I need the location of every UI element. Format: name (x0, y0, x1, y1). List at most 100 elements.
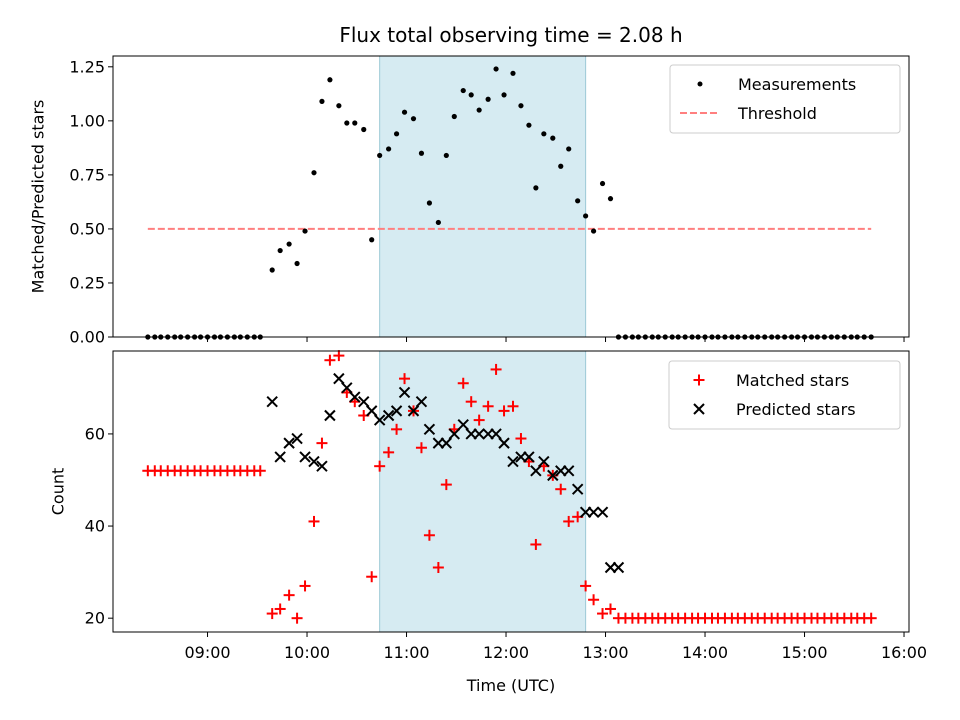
y-tick-label: 0.50 (69, 219, 105, 238)
x-tick-label: 09:00 (184, 643, 230, 662)
bottom-legend-box (668, 360, 901, 430)
matched-star-point (597, 608, 609, 620)
x-tick-label: 16:00 (881, 643, 927, 662)
y-tick-label: 0.00 (69, 328, 105, 347)
measurement-point (550, 135, 556, 141)
measurement-point (460, 87, 466, 94)
measurement-point (468, 92, 474, 98)
matched-star-point (605, 603, 616, 615)
measurement-point (410, 116, 417, 122)
predicted-star-point (398, 386, 411, 399)
measurement-point (501, 92, 507, 98)
top-y-ticks: 0.00 0.25 0.50 0.75 1.00 1.25 (69, 57, 113, 347)
measurement-point (311, 170, 317, 176)
bottom-shaded-observing-span (379, 350, 587, 633)
predicted-star-point (390, 405, 403, 417)
top-panel-ratio: 0.00 0.25 0.50 0.75 1.00 1.25 Flux total obse… (29, 23, 910, 347)
measurement-point (319, 98, 325, 104)
measurement-point (533, 185, 539, 191)
predicted-star-point (448, 428, 460, 440)
top-legend-box (669, 64, 901, 134)
top-y-axis-label: Matched/Predicted stars (29, 100, 48, 294)
y-tick-label: 40 (85, 517, 105, 536)
predicted-star-point (333, 372, 345, 385)
matched-star-point (291, 612, 303, 624)
legend-threshold-label: Threshold (737, 104, 817, 123)
predicted-star-point (274, 451, 286, 463)
matched-star-point (440, 479, 452, 491)
y-tick-label: 20 (85, 609, 105, 628)
x-tick-label: 15:00 (781, 643, 827, 662)
measurement-point (510, 70, 516, 76)
predicted-star-point (358, 395, 370, 408)
predicted-star-point (266, 395, 278, 408)
measurement-point (590, 228, 597, 234)
predicted-star-point (299, 451, 311, 463)
matched-star-point (316, 437, 328, 449)
matched-star-point (391, 423, 403, 435)
predicted-star-point (587, 506, 600, 518)
predicted-star-point (538, 455, 550, 468)
measurement-point (286, 241, 292, 247)
predicted-star-point (341, 382, 353, 394)
predicted-star-point (283, 437, 295, 449)
predicted-star-point (457, 418, 469, 431)
y-tick-label: 0.75 (69, 165, 105, 184)
measurement-point (344, 120, 350, 126)
x-tick-label: 13:00 (582, 643, 628, 662)
top-axes-frame (112, 55, 910, 338)
predicted-star-point (473, 428, 485, 440)
predicted-star-point (291, 432, 303, 445)
measurement-point (401, 109, 408, 115)
matched-star-point (588, 594, 600, 606)
bottom-panel-counts: 20 40 60 09:00 10:00 11:00 12:00 13:00 14:00 15:… (49, 350, 927, 695)
measurement-point (393, 131, 400, 137)
predicted-star-point (563, 465, 575, 477)
matched-star-point (423, 529, 435, 541)
measurement-point (369, 237, 375, 243)
matched-star-point (324, 354, 336, 366)
matched-star-point (254, 465, 266, 477)
measurement-point (607, 196, 614, 202)
measurement-point (451, 113, 457, 120)
measurement-point (493, 66, 499, 72)
measurement-point (558, 163, 564, 169)
measurement-point (277, 247, 283, 254)
y-tick-label: 1.00 (69, 111, 105, 130)
x-axis-label: Time (UTC) (466, 676, 555, 695)
y-tick-label: 0.25 (69, 273, 105, 292)
matched-star-point (580, 580, 592, 592)
measurement-point (386, 146, 392, 152)
predicted-star-point (324, 409, 336, 422)
predicted-star-point (571, 483, 584, 495)
matched-star-point (266, 608, 278, 620)
bottom-legend: Matched stars Predicted stars (668, 360, 901, 430)
x-tick-label: 12:00 (483, 643, 529, 662)
y-tick-label: 1.25 (69, 57, 105, 76)
measurement-point (526, 122, 532, 128)
predicted-star-point (365, 405, 378, 417)
matched-star-point (283, 589, 295, 601)
matched-star-point (507, 400, 519, 412)
predicted-star-point (316, 460, 328, 472)
predicted-star-point (407, 405, 420, 417)
matched-star-point (383, 446, 395, 458)
top-x-ticks (207, 337, 905, 342)
measurement-point (599, 180, 606, 187)
x-tick-label: 10:00 (284, 643, 330, 662)
measurement-point (361, 126, 367, 133)
measurement-point (269, 267, 275, 273)
measurement-point (575, 198, 581, 204)
predicted-star-point (349, 391, 361, 403)
legend-measurements-marker (697, 81, 703, 87)
matched-star-point (457, 377, 469, 389)
predicted-star-point (547, 469, 559, 482)
matched-star-point (432, 562, 444, 574)
matched-star-point (366, 571, 378, 583)
predicted-star-point (498, 437, 510, 449)
measurement-point (294, 260, 300, 267)
measurement-point (377, 152, 383, 159)
predicted-star-point (308, 455, 320, 468)
measurement-point (418, 150, 425, 156)
predicted-star-point (530, 465, 542, 477)
